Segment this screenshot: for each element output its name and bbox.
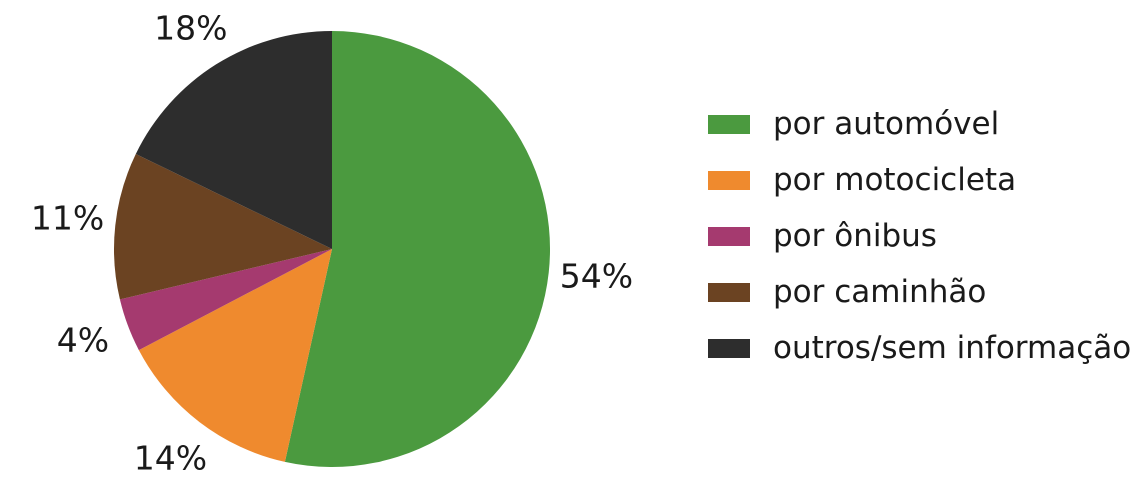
legend-swatch: [708, 282, 750, 302]
legend-item-outros: outros/sem informação: [708, 320, 1131, 376]
slice-label: 54%: [560, 256, 633, 295]
legend-item-automovel: por automóvel: [708, 96, 1131, 152]
legend-swatch: [708, 338, 750, 358]
legend-label: outros/sem informação: [773, 330, 1132, 366]
pie-slice: [284, 31, 551, 467]
pie-slice: [138, 249, 332, 462]
legend-label: por automóvel: [773, 106, 1000, 142]
legend-item-caminhao: por caminhão: [708, 264, 1131, 320]
pie-slice: [119, 249, 332, 351]
slice-label: 11%: [31, 199, 104, 238]
legend-label: por caminhão: [773, 274, 987, 310]
legend-label: por ônibus: [773, 218, 937, 254]
legend-swatch: [708, 114, 750, 134]
pie-slice: [135, 31, 332, 249]
pie-slice: [114, 153, 332, 300]
legend-item-motocicleta: por motocicleta: [708, 152, 1131, 208]
legend-swatch: [708, 170, 750, 190]
slice-label: 4%: [57, 321, 109, 360]
pie-chart: 54% 14% 4% 11% 18%: [31, 9, 633, 478]
legend-item-onibus: por ônibus: [708, 208, 1131, 264]
slice-label: 18%: [154, 9, 227, 48]
slice-label: 14%: [134, 439, 207, 478]
legend: por automóvel por motocicleta por ônibus…: [708, 96, 1131, 376]
legend-swatch: [708, 226, 750, 246]
legend-label: por motocicleta: [773, 162, 1017, 198]
